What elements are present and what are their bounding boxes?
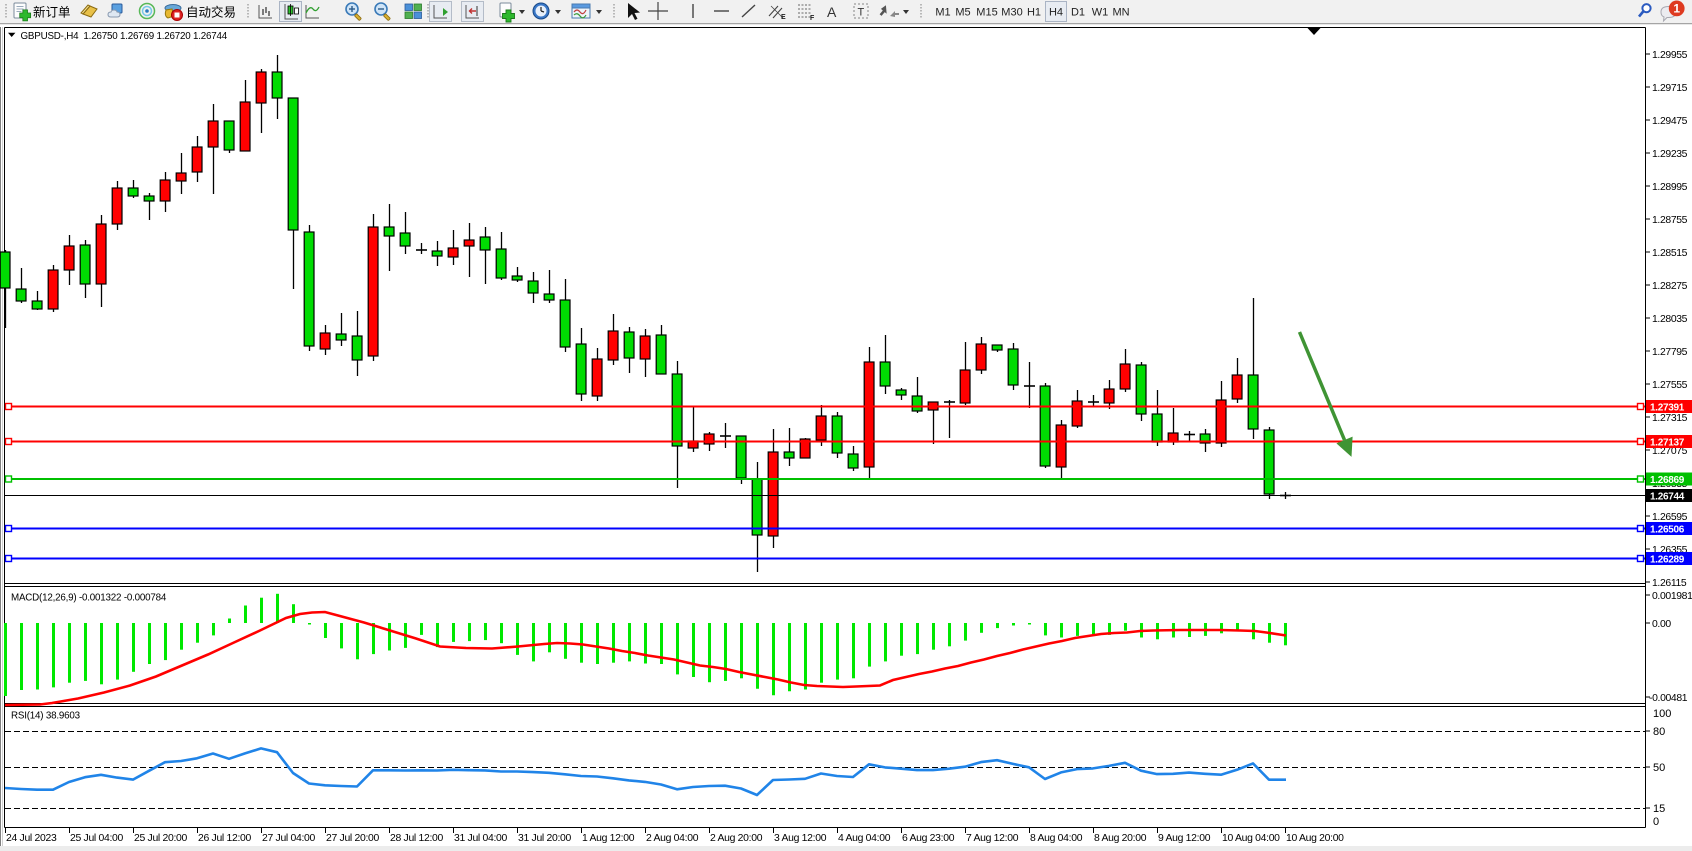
svg-text:28 Jul 12:00: 28 Jul 12:00 bbox=[390, 833, 444, 844]
svg-text:80: 80 bbox=[1653, 726, 1665, 738]
svg-text:W1: W1 bbox=[1092, 7, 1109, 19]
svg-text:1.29955: 1.29955 bbox=[1652, 50, 1688, 61]
svg-text:1.27391: 1.27391 bbox=[1650, 403, 1685, 414]
svg-text:10 Aug 20:00: 10 Aug 20:00 bbox=[1286, 833, 1344, 844]
svg-text:1.26115: 1.26115 bbox=[1652, 578, 1687, 589]
svg-text:1 Aug 12:00: 1 Aug 12:00 bbox=[582, 833, 635, 844]
svg-text:9 Aug 12:00: 9 Aug 12:00 bbox=[1158, 833, 1211, 844]
svg-text:1.27075: 1.27075 bbox=[1652, 446, 1688, 457]
svg-text:8 Aug 20:00: 8 Aug 20:00 bbox=[1094, 833, 1147, 844]
svg-text:M5: M5 bbox=[955, 7, 970, 19]
svg-text:25 Jul 04:00: 25 Jul 04:00 bbox=[70, 833, 124, 844]
svg-text:25 Jul 20:00: 25 Jul 20:00 bbox=[134, 833, 188, 844]
svg-text:1.27555: 1.27555 bbox=[1652, 380, 1688, 391]
svg-text:GBPUSD-,H4 1.26750 1.26769 1.: GBPUSD-,H4 1.26750 1.26769 1.26720 1.267… bbox=[21, 31, 228, 42]
svg-text:27 Jul 04:00: 27 Jul 04:00 bbox=[262, 833, 316, 844]
svg-text:31 Jul 04:00: 31 Jul 04:00 bbox=[454, 833, 508, 844]
svg-text:1.28755: 1.28755 bbox=[1652, 215, 1688, 226]
svg-text:1.27137: 1.27137 bbox=[1650, 438, 1685, 449]
svg-text:7 Aug 12:00: 7 Aug 12:00 bbox=[966, 833, 1019, 844]
svg-text:24 Jul 2023: 24 Jul 2023 bbox=[6, 833, 57, 844]
svg-text:1.26355: 1.26355 bbox=[1652, 545, 1688, 556]
svg-text:MACD(12,26,9) -0.001322 -0.000: MACD(12,26,9) -0.001322 -0.000784 bbox=[11, 593, 167, 604]
svg-text:4 Aug 04:00: 4 Aug 04:00 bbox=[838, 833, 891, 844]
svg-text:1.28275: 1.28275 bbox=[1652, 281, 1688, 292]
svg-text:自动交易: 自动交易 bbox=[186, 5, 236, 20]
svg-text:31 Jul 20:00: 31 Jul 20:00 bbox=[518, 833, 572, 844]
svg-text:1.27795: 1.27795 bbox=[1652, 347, 1688, 358]
svg-text:0.00: 0.00 bbox=[1652, 619, 1671, 630]
svg-text:1.29715: 1.29715 bbox=[1652, 83, 1688, 94]
svg-text:1.29235: 1.29235 bbox=[1652, 149, 1688, 160]
svg-text:10 Aug 04:00: 10 Aug 04:00 bbox=[1222, 833, 1280, 844]
svg-text:1.28515: 1.28515 bbox=[1652, 248, 1688, 259]
svg-text:3 Aug 12:00: 3 Aug 12:00 bbox=[774, 833, 827, 844]
svg-text:MN: MN bbox=[1112, 7, 1129, 19]
svg-text:H1: H1 bbox=[1027, 7, 1041, 19]
svg-text:T: T bbox=[858, 7, 865, 19]
svg-text:6 Aug 23:00: 6 Aug 23:00 bbox=[902, 833, 955, 844]
svg-text:M30: M30 bbox=[1001, 7, 1022, 19]
svg-text:E: E bbox=[781, 14, 786, 21]
svg-text:1.26506: 1.26506 bbox=[1650, 525, 1685, 536]
svg-text:1.29475: 1.29475 bbox=[1652, 116, 1688, 127]
svg-text:1.26289: 1.26289 bbox=[1650, 555, 1685, 566]
svg-text:15: 15 bbox=[1653, 803, 1665, 815]
svg-text:26 Jul 12:00: 26 Jul 12:00 bbox=[198, 833, 252, 844]
svg-text:0.001981: 0.001981 bbox=[1652, 591, 1692, 602]
svg-text:2 Aug 20:00: 2 Aug 20:00 bbox=[710, 833, 763, 844]
svg-text:-0.00481: -0.00481 bbox=[1649, 693, 1688, 704]
svg-text:50: 50 bbox=[1653, 762, 1665, 774]
svg-text:1.27315: 1.27315 bbox=[1652, 413, 1688, 424]
svg-text:1.26869: 1.26869 bbox=[1650, 475, 1685, 486]
svg-text:RSI(14) 38.9603: RSI(14) 38.9603 bbox=[11, 711, 81, 722]
svg-text:1.26595: 1.26595 bbox=[1652, 512, 1688, 523]
svg-text:A: A bbox=[827, 4, 837, 20]
svg-text:1: 1 bbox=[1673, 2, 1680, 16]
svg-text:100: 100 bbox=[1653, 708, 1671, 720]
svg-text:新订单: 新订单 bbox=[33, 5, 71, 20]
svg-text:F: F bbox=[810, 15, 815, 22]
svg-text:1.26744: 1.26744 bbox=[1650, 492, 1685, 503]
svg-text:M1: M1 bbox=[935, 7, 950, 19]
svg-text:2 Aug 04:00: 2 Aug 04:00 bbox=[646, 833, 699, 844]
svg-text:1.28035: 1.28035 bbox=[1652, 314, 1688, 325]
svg-text:1.28995: 1.28995 bbox=[1652, 182, 1688, 193]
svg-text:27 Jul 20:00: 27 Jul 20:00 bbox=[326, 833, 380, 844]
svg-text:0: 0 bbox=[1653, 816, 1659, 828]
svg-text:8 Aug 04:00: 8 Aug 04:00 bbox=[1030, 833, 1083, 844]
svg-text:D1: D1 bbox=[1071, 7, 1085, 19]
svg-text:H4: H4 bbox=[1049, 7, 1063, 19]
svg-text:M15: M15 bbox=[976, 7, 997, 19]
